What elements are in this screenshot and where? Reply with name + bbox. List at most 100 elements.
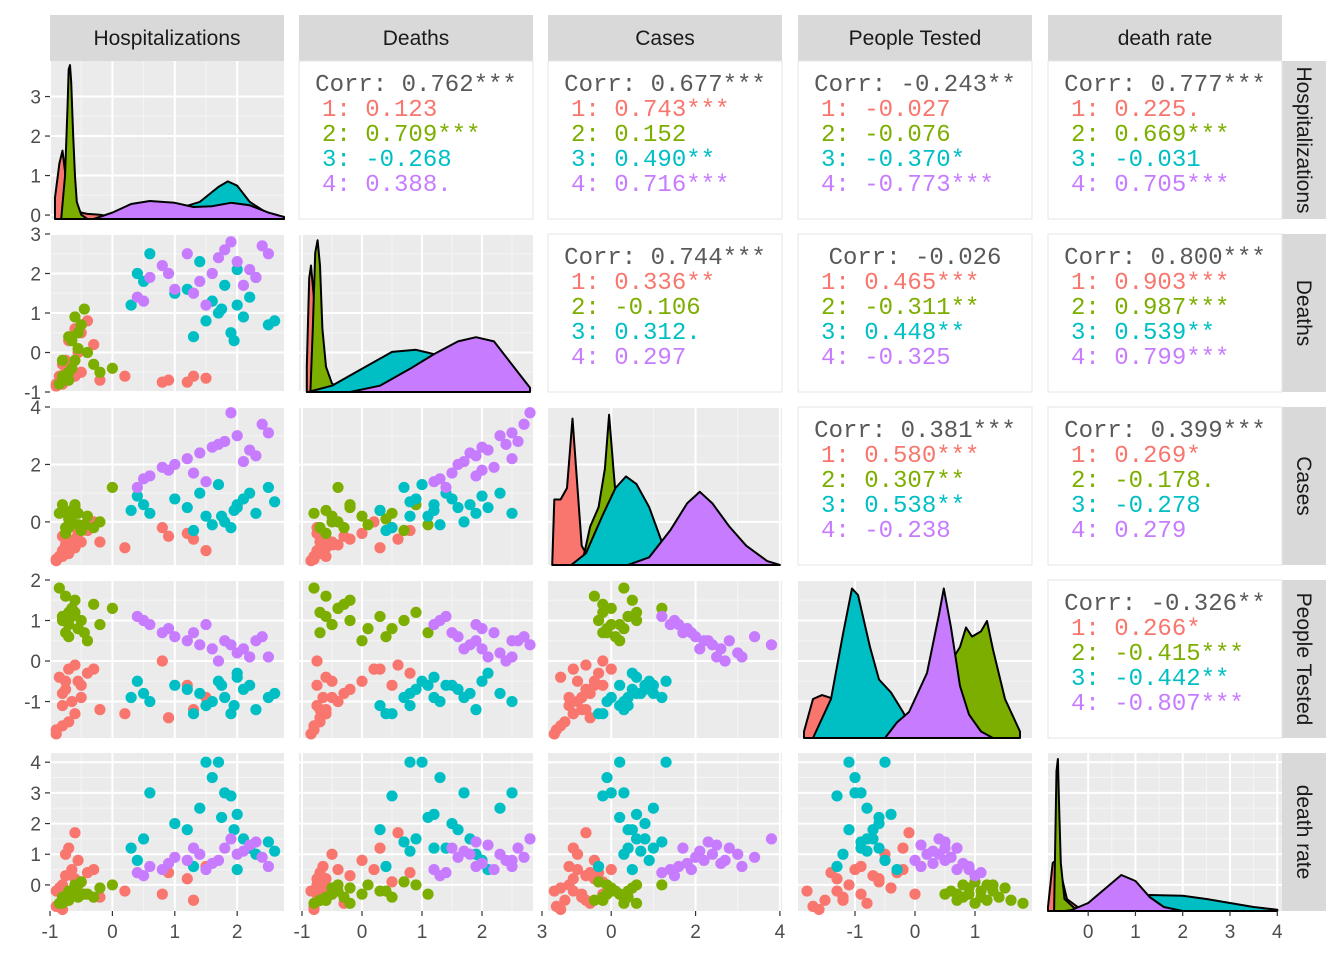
scatter-point — [237, 279, 250, 291]
scatter-point — [855, 860, 867, 873]
scatter-point — [975, 885, 987, 897]
scatter-point — [181, 501, 193, 514]
scatter-point — [434, 519, 446, 531]
scatter-point — [106, 602, 118, 614]
x-axis-tick-label: 1 — [170, 922, 181, 943]
scatter-point — [434, 870, 446, 882]
scatter-point — [807, 900, 819, 912]
scatter-point — [470, 507, 482, 519]
column-strip-death-rate — [1048, 15, 1282, 61]
scatter-point — [374, 542, 386, 554]
scatter-point — [131, 267, 143, 280]
correlation-overall-label: Corr: 0.677*** — [564, 72, 766, 99]
scatter-point — [181, 683, 193, 695]
scatter-point — [311, 679, 323, 691]
scatter-point — [314, 627, 326, 639]
scatter-point — [1005, 894, 1017, 906]
scatter-point — [927, 857, 939, 870]
row-strip-label: People Tested — [1292, 593, 1315, 726]
scatter-point — [630, 614, 643, 627]
correlation-group-label: 2: -0.311** — [821, 295, 979, 322]
scatter-point — [618, 848, 630, 860]
scatter-point — [317, 545, 329, 557]
scatter-point — [626, 863, 638, 876]
scatter-point — [69, 533, 81, 545]
scatter-point — [592, 876, 605, 888]
scatter-point — [630, 808, 643, 820]
scatter-point — [225, 790, 237, 802]
scatter-point — [719, 655, 731, 667]
scatter-point — [831, 860, 843, 873]
scatter-point — [879, 854, 891, 866]
scatter-point — [88, 339, 100, 351]
x-axis-tick-label: 0 — [910, 922, 921, 943]
scatter-point — [861, 845, 873, 857]
scatter-point — [458, 787, 470, 799]
scatter-point — [626, 683, 638, 695]
x-axis-tick-label: 3 — [537, 922, 548, 943]
scatter-point — [506, 507, 518, 519]
scatter-point — [162, 623, 175, 635]
y-axis-tick-label: 1 — [30, 612, 41, 633]
scatter-point — [200, 618, 212, 631]
scatter-point — [386, 679, 398, 691]
scatter-point — [618, 787, 630, 799]
scatter-point — [951, 842, 963, 854]
scatter-point — [873, 873, 885, 885]
correlation-group-label: 3: 0.538** — [821, 493, 965, 520]
scatter-point — [819, 894, 831, 906]
scatter-point — [311, 873, 323, 885]
scatter-point — [314, 712, 326, 724]
scatter-point — [356, 510, 368, 522]
column-strip-label: Hospitalizations — [93, 27, 240, 50]
scatter-point — [422, 510, 434, 522]
scatter-point — [262, 836, 274, 848]
scatter-point — [711, 651, 723, 663]
scatter-point — [187, 331, 200, 343]
scatter-point — [69, 827, 81, 839]
scatter-point — [162, 267, 175, 280]
scatter-point — [362, 623, 374, 635]
scatter-point — [56, 699, 69, 712]
density-curve-group-4 — [884, 587, 994, 739]
scatter-point — [63, 606, 75, 619]
scatter-point — [156, 376, 168, 388]
scatter-point — [506, 787, 518, 799]
y-axis-tick-label: 0 — [30, 652, 41, 673]
scatter-point — [656, 836, 668, 848]
scatter-panel-d-vs-h — [50, 236, 281, 392]
scatter-point — [626, 594, 638, 606]
correlation-group-label: 4: 0.297 — [571, 345, 686, 372]
correlation-panel: Corr: 0.381***1: 0.580***2: 0.307**3: 0.… — [797, 406, 1033, 566]
scatter-point — [428, 671, 440, 683]
scatter-point — [855, 836, 867, 848]
scatter-point — [452, 683, 464, 695]
scatter-point — [212, 252, 225, 264]
scatter-point — [374, 824, 386, 836]
scatter-point — [231, 667, 243, 679]
scatter-point — [698, 854, 710, 866]
scatter-point — [563, 860, 575, 873]
scatter-point — [60, 848, 72, 860]
scatter-point — [262, 481, 274, 494]
scatter-point — [458, 455, 470, 468]
scatter-point — [404, 667, 416, 679]
scatter-point — [244, 487, 256, 499]
scatter-point — [269, 315, 281, 327]
correlation-group-label: 1: 0.123 — [322, 97, 437, 124]
scatter-point — [831, 885, 843, 897]
scatter-point — [212, 756, 225, 768]
scatter-point — [56, 687, 69, 700]
correlation-overall-label: Corr: -0.326** — [1064, 591, 1266, 618]
correlation-group-label: 1: 0.266* — [1071, 616, 1201, 643]
correlation-overall-label: Corr: 0.800*** — [1064, 245, 1266, 272]
scatter-point — [482, 501, 494, 514]
scatter-point — [404, 756, 416, 768]
scatter-point — [647, 842, 660, 854]
scatter-point — [368, 663, 380, 675]
scatter-point — [356, 675, 368, 687]
scatter-point — [244, 291, 256, 303]
scatter-point — [563, 691, 575, 704]
scatter-point — [592, 860, 605, 873]
